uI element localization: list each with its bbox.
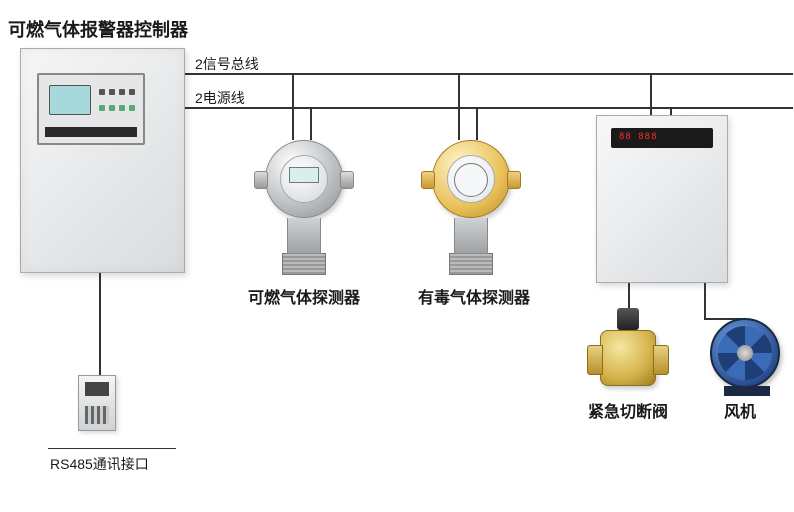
alarm-digits: 88 888 xyxy=(619,132,658,142)
shutoff-valve-label: 紧急切断阀 xyxy=(588,398,668,422)
shutoff-valve xyxy=(600,330,656,386)
controller-lcd xyxy=(49,85,91,115)
toxic-detector xyxy=(432,140,510,275)
power-line-label: 2电源线 xyxy=(195,88,245,108)
combustible-detector xyxy=(265,140,343,275)
rs485-underline xyxy=(48,448,176,449)
det2-drop-b xyxy=(476,107,478,140)
alarm-drop-a xyxy=(650,73,652,115)
alarm-drop-b xyxy=(670,107,672,115)
rs485-label: RS485通讯接口 xyxy=(50,454,149,474)
fan-label: 风机 xyxy=(724,398,756,422)
det1-drop-b xyxy=(310,107,312,140)
fan xyxy=(710,318,780,388)
controller-footstrip xyxy=(45,127,137,137)
alarm-panel: 88 888 xyxy=(596,115,728,283)
wire-controller-rs485 xyxy=(99,273,101,375)
det1-drop-a xyxy=(292,73,294,140)
controller-cabinet xyxy=(20,48,185,273)
controller-buttons-bot xyxy=(99,105,135,111)
toxic-detector-label: 有毒气体探测器 xyxy=(418,284,530,308)
controller-panel xyxy=(37,73,145,145)
signal-bus-label: 2信号总线 xyxy=(195,54,259,74)
alarm-display: 88 888 xyxy=(611,128,713,148)
combustible-detector-label: 可燃气体探测器 xyxy=(248,284,360,308)
controller-buttons-top xyxy=(99,89,135,95)
signal-bus-line xyxy=(185,73,793,75)
wire-alarm-fan-v xyxy=(704,283,706,320)
det2-drop-a xyxy=(458,73,460,140)
controller-title: 可燃气体报警器控制器 xyxy=(8,16,188,42)
fan-base xyxy=(724,386,770,396)
rs485-module xyxy=(78,375,116,431)
power-bus-line xyxy=(185,107,793,109)
